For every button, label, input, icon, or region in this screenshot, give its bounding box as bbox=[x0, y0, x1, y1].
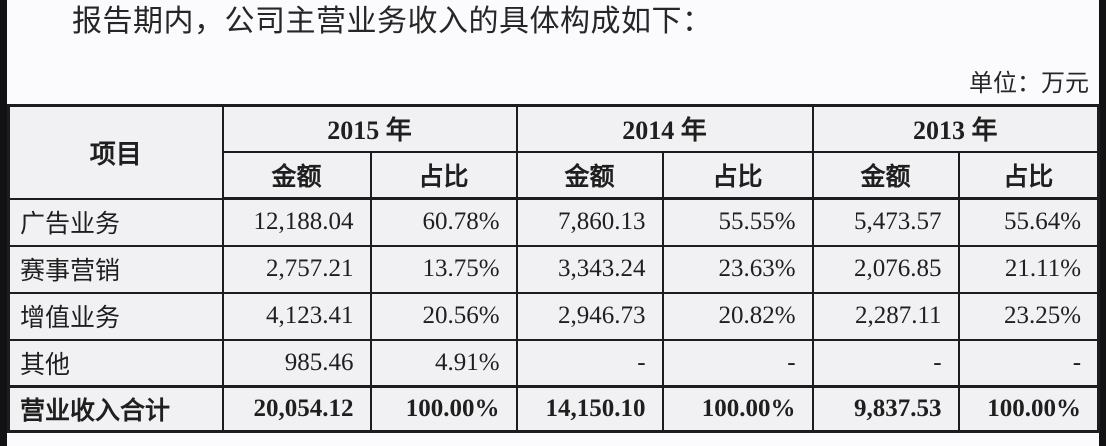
cell-ratio-2015: 60.78% bbox=[369, 197, 518, 247]
cell-amount-2015: 2,757.21 bbox=[221, 244, 372, 294]
cell-ratio-2014: 100.00% bbox=[661, 385, 814, 433]
cell-ratio-2015: 13.75% bbox=[369, 244, 518, 294]
cell-ratio-2015: 20.56% bbox=[369, 291, 518, 341]
row-item-label: 营业收入合计 bbox=[7, 385, 224, 433]
column-header-item: 项目 bbox=[7, 104, 224, 200]
table-row-other: 其他 985.46 4.91% - - - - bbox=[7, 338, 1100, 388]
cell-amount-2014: 7,860.13 bbox=[515, 197, 664, 247]
cell-ratio-2014: 20.82% bbox=[661, 291, 814, 341]
cell-amount-2013: - bbox=[811, 338, 960, 388]
left-edge-bar bbox=[0, 0, 7, 446]
row-item-label: 赛事营销 bbox=[7, 244, 224, 294]
table-header-row-sub: 金额 占比 金额 占比 金额 占比 bbox=[9, 150, 1100, 200]
cell-ratio-2014: 55.55% bbox=[661, 197, 814, 247]
row-item-label: 其他 bbox=[7, 338, 224, 388]
right-edge-bar bbox=[1099, 0, 1106, 446]
table-row-total-revenue: 营业收入合计 20,054.12 100.00% 14,150.10 100.0… bbox=[7, 385, 1100, 433]
cell-amount-2015: 12,188.04 bbox=[221, 197, 372, 247]
cell-amount-2015: 985.46 bbox=[221, 338, 372, 388]
cell-ratio-2015: 100.00% bbox=[369, 385, 518, 433]
cell-ratio-2014: - bbox=[661, 338, 814, 388]
column-header-year-2013: 2013 年 bbox=[811, 104, 1100, 153]
cell-ratio-2013: 23.25% bbox=[957, 291, 1100, 341]
cell-amount-2013: 2,076.85 bbox=[811, 244, 960, 294]
column-header-amount-2014: 金额 bbox=[515, 150, 664, 200]
column-header-ratio-2013: 占比 bbox=[957, 150, 1100, 200]
table-row-event-marketing: 赛事营销 2,757.21 13.75% 3,343.24 23.63% 2,0… bbox=[7, 244, 1100, 294]
revenue-composition-table: 项目 2015 年 2014 年 2013 年 金额 占比 金额 占比 金额 占… bbox=[7, 104, 1101, 433]
unit-label: 单位：万元 bbox=[969, 71, 1089, 97]
cell-ratio-2013: 100.00% bbox=[957, 385, 1100, 433]
row-item-label: 增值业务 bbox=[7, 291, 224, 341]
cell-amount-2013: 5,473.57 bbox=[811, 197, 960, 247]
column-header-ratio-2015: 占比 bbox=[369, 150, 518, 200]
column-header-year-2015: 2015 年 bbox=[221, 104, 518, 153]
cell-ratio-2014: 23.63% bbox=[661, 244, 814, 294]
column-header-year-2014: 2014 年 bbox=[515, 104, 814, 153]
cell-ratio-2013: 55.64% bbox=[957, 197, 1100, 247]
row-item-label: 广告业务 bbox=[7, 197, 224, 247]
cell-ratio-2013: - bbox=[957, 338, 1100, 388]
cell-amount-2015: 20,054.12 bbox=[221, 385, 372, 433]
intro-paragraph: 报告期内，公司主营业务收入的具体构成如下： bbox=[72, 5, 713, 38]
column-header-amount-2015: 金额 bbox=[221, 150, 372, 200]
cell-amount-2014: 3,343.24 bbox=[515, 244, 664, 294]
table-row-value-added: 增值业务 4,123.41 20.56% 2,946.73 20.82% 2,2… bbox=[7, 291, 1100, 341]
cell-ratio-2015: 4.91% bbox=[369, 338, 518, 388]
cell-amount-2013: 9,837.53 bbox=[811, 385, 960, 433]
column-header-amount-2013: 金额 bbox=[811, 150, 960, 200]
column-header-ratio-2014: 占比 bbox=[661, 150, 814, 200]
cell-ratio-2013: 21.11% bbox=[957, 244, 1100, 294]
cell-amount-2014: 2,946.73 bbox=[515, 291, 664, 341]
table-row-advertising: 广告业务 12,188.04 60.78% 7,860.13 55.55% 5,… bbox=[7, 197, 1100, 247]
cell-amount-2015: 4,123.41 bbox=[221, 291, 372, 341]
table-header-row-years: 项目 2015 年 2014 年 2013 年 bbox=[7, 104, 1100, 200]
cell-amount-2014: - bbox=[515, 338, 664, 388]
cell-amount-2013: 2,287.11 bbox=[811, 291, 960, 341]
cell-amount-2014: 14,150.10 bbox=[515, 385, 664, 433]
